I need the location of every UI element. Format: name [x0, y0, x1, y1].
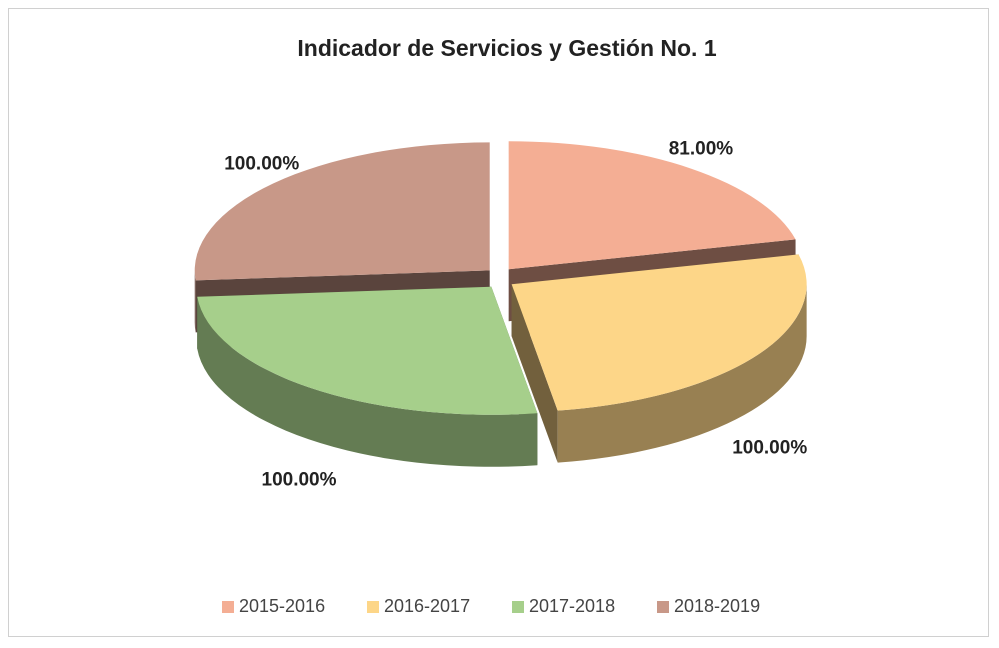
slice	[197, 286, 538, 467]
data-label: 100.00%	[262, 470, 337, 491]
data-label: 81.00%	[669, 138, 734, 159]
legend-label: 2015-2016	[239, 596, 325, 616]
data-label: 100.00%	[732, 437, 807, 458]
legend-label: 2016-2017	[384, 596, 470, 616]
slice-side	[557, 284, 807, 463]
slice	[511, 254, 807, 463]
slice-side	[194, 270, 196, 333]
slice-top	[508, 141, 796, 270]
slice-top	[511, 254, 807, 411]
legend-label: 2017-2018	[529, 596, 615, 616]
data-label: 100.00%	[224, 153, 299, 174]
legend-swatch	[657, 601, 669, 613]
legend-label: 2018-2019	[674, 596, 760, 616]
slice-side	[197, 296, 538, 467]
slice-top	[194, 142, 490, 281]
legend-swatch	[512, 601, 524, 613]
chart-title: Indicador de Servicios y Gestión No. 1	[297, 35, 716, 61]
slice-top	[197, 286, 538, 415]
slice-side	[511, 284, 558, 463]
legend-swatch	[222, 601, 234, 613]
legend-swatch	[367, 601, 379, 613]
